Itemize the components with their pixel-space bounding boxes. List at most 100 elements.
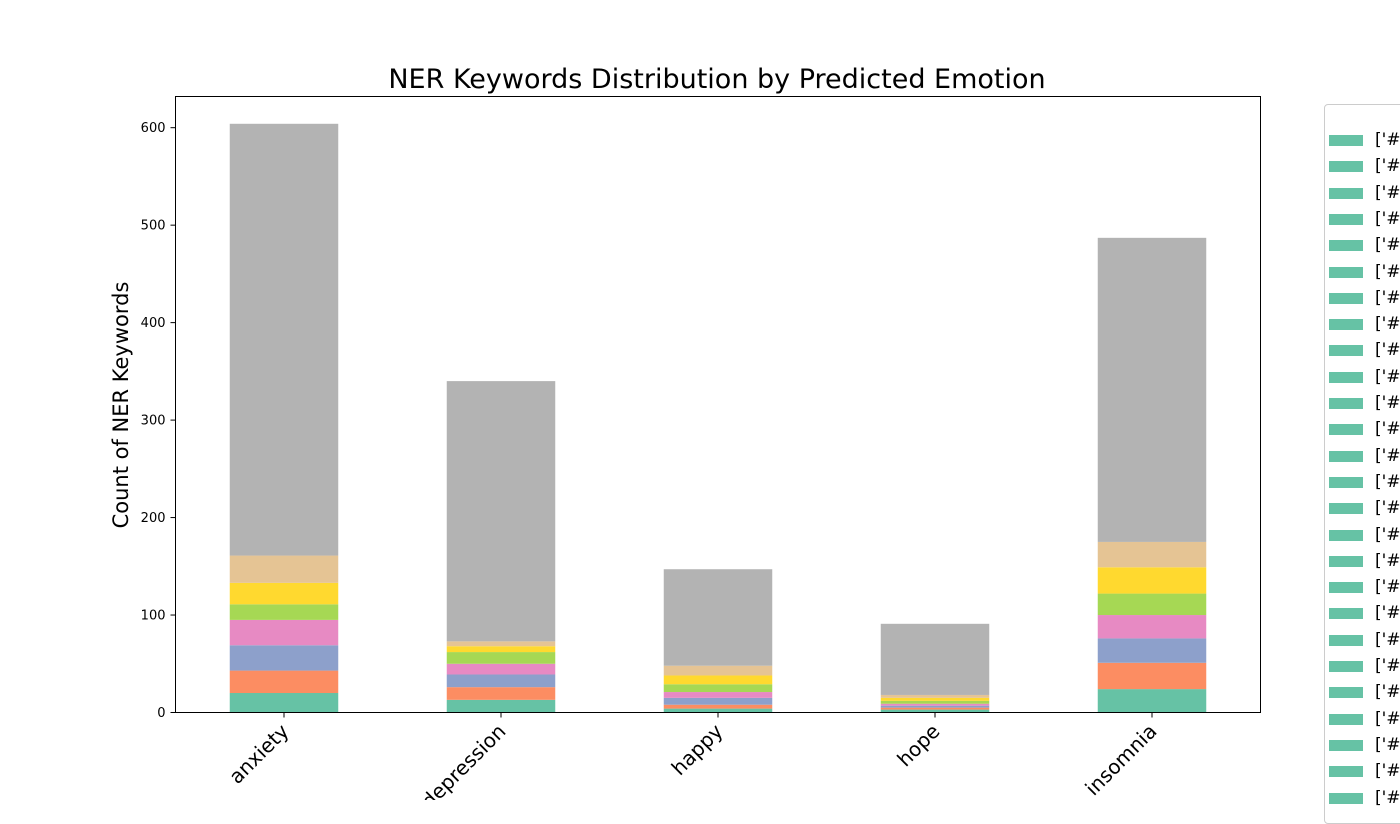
legend-label: ['# [1375,419,1400,440]
legend-label: ['# [1375,603,1400,624]
legend-swatch [1329,135,1363,146]
legend-label: ['# [1375,208,1400,229]
y-tick-label-600: 600 [141,121,166,136]
bar-segment-anxiety-2 [229,645,339,671]
legend-label: ['# [1375,340,1400,361]
y-tick-label-0: 0 [157,706,165,721]
bar-segment-happy-0 [663,708,773,713]
bar-segment-insomnia-7 [1097,237,1207,542]
x-tick-label-hope: hope [892,719,944,771]
legend-swatch [1329,213,1363,225]
bar-segment-hope-6 [880,694,990,698]
legend-swatch [1329,161,1363,173]
legend-swatch [1329,766,1363,778]
bars-layer [229,123,1207,713]
legend-swatch [1329,608,1363,620]
bar-segment-anxiety-3 [229,619,339,646]
legend-label: ['# [1375,366,1400,387]
legend-swatch [1329,240,1363,252]
bar-segment-happy-5 [663,675,773,685]
legend-swatch [1329,739,1363,751]
legend-label: ['# [1375,787,1400,808]
bar-segment-happy-1 [663,704,773,709]
chart: NER Keywords Distribution by Predicted E… [109,64,1261,800]
chart-title: NER Keywords Distribution by Predicted E… [388,64,1045,95]
bar-segment-happy-3 [663,692,773,698]
legend-label: ['# [1375,261,1400,282]
legend-label: ['# [1375,287,1400,308]
bar-segment-happy-2 [663,697,773,705]
legend-label: ['# [1375,471,1400,492]
y-tick-label-200: 200 [141,511,166,526]
bar-segment-depression-6 [446,641,556,647]
legend-label: ['# [1375,577,1400,598]
plot-frame [175,96,1261,713]
legend-label: ['# [1375,708,1400,729]
y-tick-label-400: 400 [141,316,166,331]
bar-segment-hope-4 [880,700,990,704]
bar-segment-depression-7 [446,381,556,642]
legend-label: ['# [1375,130,1400,150]
bar-segment-hope-2 [880,705,990,708]
legend-label: ['# [1375,682,1400,703]
legend-swatch [1329,345,1363,357]
legend-swatch [1329,424,1363,436]
bar-segment-hope-5 [880,697,990,701]
legend-label: ['# [1375,550,1400,571]
legend-label: ['# [1375,734,1400,755]
legend-label: ['# [1375,156,1400,177]
x-tick-label-happy: happy [667,719,728,780]
legend-label: ['# [1375,314,1400,335]
x-tick-label-insomnia: insomnia [1080,719,1161,800]
bar-segment-insomnia-6 [1097,541,1207,568]
legend-swatch [1329,450,1363,462]
legend-label: ['# [1375,524,1400,545]
legend-swatch [1329,292,1363,304]
bar-segment-insomnia-2 [1097,638,1207,663]
legend-label: ['# [1375,182,1400,203]
legend-swatch [1329,529,1363,541]
bar-segment-depression-5 [446,646,556,653]
legend: ['# ['# ['# ['# ['# ['# ['# ['# ['# ['# ['# ['# ['# [… [1324,104,1400,824]
bar-segment-anxiety-5 [229,582,339,605]
bar-segment-anxiety-6 [229,555,339,583]
bar-segment-happy-4 [663,684,773,693]
y-tick-label-100: 100 [141,609,166,624]
legend-swatch [1329,634,1363,646]
bar-segment-depression-0 [446,699,556,713]
bar-segment-depression-4 [446,652,556,664]
bar-segment-anxiety-7 [229,123,339,556]
legend-swatch [1329,398,1363,409]
bar-segment-hope-1 [880,707,990,710]
legend-label: ['# [1375,235,1400,256]
bar-segment-anxiety-1 [229,670,339,694]
y-tick-label-300: 300 [141,414,166,429]
bar-segment-insomnia-0 [1097,689,1207,713]
legend-swatch [1329,687,1363,699]
legend-label: ['# [1375,445,1400,466]
legend-swatch [1329,319,1363,331]
bar-segment-depression-2 [446,674,556,688]
legend-label: ['# [1375,629,1400,650]
bar-segment-anxiety-0 [229,693,339,713]
legend-swatch [1329,371,1363,383]
bar-segment-hope-3 [880,703,990,706]
y-axis-label: Count of NER Keywords [109,282,133,529]
bar-segment-insomnia-4 [1097,593,1207,616]
bar-segment-hope-0 [880,709,990,713]
x-tick-label-anxiety: anxiety [224,719,294,789]
legend-swatch [1329,792,1363,804]
legend-swatch [1329,503,1363,515]
bar-segment-anxiety-4 [229,604,339,620]
bar-segment-insomnia-5 [1097,567,1207,594]
bar-segment-happy-6 [663,665,773,676]
legend-swatch [1329,555,1363,567]
legend-label: ['# [1375,393,1400,413]
y-tick-label-500: 500 [141,219,166,234]
bar-segment-depression-1 [446,687,556,700]
legend-swatch [1329,713,1363,725]
x-tick-label-depression: depression [416,719,510,800]
bar-segment-insomnia-1 [1097,662,1207,690]
bar-segment-depression-3 [446,663,556,675]
legend-swatch [1329,476,1363,488]
